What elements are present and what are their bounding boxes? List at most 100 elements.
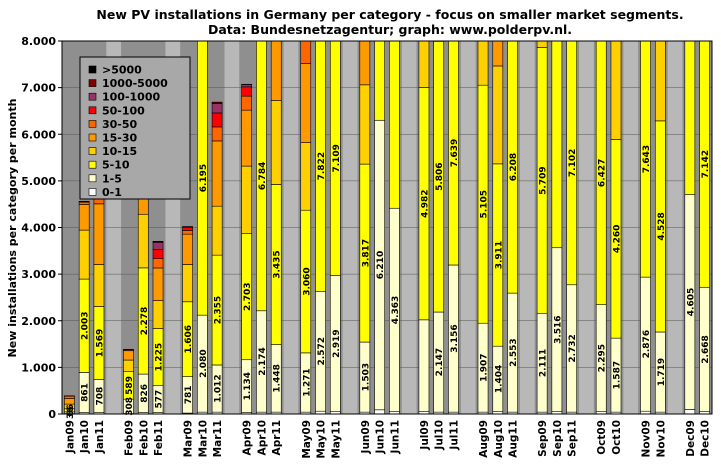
value-label: 1.503 xyxy=(361,363,371,391)
legend-box xyxy=(79,56,191,200)
value-label: 2.355 xyxy=(214,296,224,324)
value-label: 826 xyxy=(140,384,150,403)
x-tick-label: Aug10 xyxy=(493,420,505,458)
legend-label: 50-100 xyxy=(102,104,145,117)
plot-border xyxy=(61,40,713,415)
value-label: 2.111 xyxy=(539,349,549,377)
value-label: 4.363 xyxy=(391,296,401,324)
legend-label: >5000 xyxy=(102,64,142,77)
bar-segment xyxy=(493,2,503,3)
value-label: 1.569 xyxy=(95,329,105,357)
legend-label: 1-5 xyxy=(102,172,122,185)
value-label: 2.080 xyxy=(199,349,209,377)
value-label: 7.639 xyxy=(450,139,460,167)
bar-segment xyxy=(78,229,90,280)
x-tick-label: May09 xyxy=(301,420,313,459)
bar-segment xyxy=(610,41,622,140)
value-label: 7.142 xyxy=(701,150,711,178)
bar-segment xyxy=(93,264,105,307)
bar-segment xyxy=(536,41,548,48)
value-label: 5.709 xyxy=(539,166,549,194)
value-label: 2.572 xyxy=(317,337,327,365)
bar-segment xyxy=(493,3,503,5)
legend-swatch xyxy=(88,160,97,169)
bar-segment xyxy=(152,249,164,259)
bar-segment xyxy=(182,233,193,265)
value-label: 7.822 xyxy=(317,152,327,180)
x-tick-label: Jun10 xyxy=(375,420,387,454)
bar-segment xyxy=(551,41,563,249)
x-tick-label: Sep10 xyxy=(552,420,564,457)
bar-segment xyxy=(197,0,207,3)
chart-subtitle: Data: Bundesnetzagentur; graph: www.pold… xyxy=(208,22,572,37)
value-label: 3.435 xyxy=(273,250,283,278)
bar-segment xyxy=(270,41,282,101)
x-tick-label: Apr10 xyxy=(256,420,268,455)
x-tick-label: Feb11 xyxy=(153,420,165,456)
value-label: 1.907 xyxy=(480,353,490,381)
x-tick-label: May11 xyxy=(330,420,342,459)
legend-swatch xyxy=(88,79,97,87)
value-label: 4.605 xyxy=(686,288,696,316)
bar-segment xyxy=(685,0,695,8)
value-label: 3.156 xyxy=(450,324,460,352)
value-label: 6.195 xyxy=(199,164,209,192)
value-label: 2.295 xyxy=(598,344,608,372)
legend-label: 0-1 xyxy=(102,186,122,199)
bar-segment xyxy=(211,103,223,114)
bar-segment xyxy=(241,86,252,97)
bar-segment xyxy=(611,2,621,4)
value-label: 4.982 xyxy=(420,189,430,217)
bar-segment xyxy=(182,227,193,231)
legend-label: 30-50 xyxy=(102,118,138,131)
x-tick-label: Sep11 xyxy=(567,420,579,457)
value-label: 1.225 xyxy=(155,343,165,371)
value-label: 2.668 xyxy=(701,335,711,363)
bar-segment xyxy=(270,100,282,185)
bar-segment xyxy=(611,1,621,2)
bar-segment xyxy=(595,41,607,305)
value-label: 4.528 xyxy=(657,212,667,240)
x-tick-label: Jan10 xyxy=(79,420,91,454)
legend-label: 15-30 xyxy=(102,132,138,145)
x-tick-label: Oct09 xyxy=(596,420,608,455)
value-label: 7.102 xyxy=(568,149,578,177)
value-label: 2.876 xyxy=(642,330,652,358)
value-label: 5.105 xyxy=(480,190,490,218)
value-label: 36 xyxy=(66,406,76,419)
value-label: 3.516 xyxy=(553,315,563,343)
bar-segment xyxy=(418,319,430,412)
legend-swatch xyxy=(88,106,97,115)
value-label: 1.587 xyxy=(612,361,622,389)
x-tick-label: Nov09 xyxy=(641,420,653,457)
y-tick-label: 3.000 xyxy=(21,268,56,281)
bar-segment xyxy=(699,41,710,288)
bar-segment xyxy=(78,201,90,205)
legend-swatch xyxy=(88,120,97,128)
value-label: 66 xyxy=(66,404,76,417)
x-tick-label: Jul09 xyxy=(419,420,431,451)
x-tick-label: Nov10 xyxy=(655,420,667,457)
bar-segment xyxy=(64,398,75,405)
bar-segment xyxy=(315,41,326,292)
value-label: 2.174 xyxy=(258,347,268,375)
legend-swatch xyxy=(88,133,97,142)
bar-segment xyxy=(359,84,371,165)
value-label: 2.553 xyxy=(509,338,519,366)
bar-segment xyxy=(137,213,149,269)
y-tick-label: 0 xyxy=(48,408,56,421)
value-label: 7.109 xyxy=(332,144,342,172)
x-tick-label: Mar09 xyxy=(183,420,195,457)
bar-segment xyxy=(418,41,430,88)
y-tick-label: 5.000 xyxy=(21,175,56,188)
bar-segment xyxy=(241,109,252,167)
value-label: 3.817 xyxy=(361,239,371,267)
value-label: 589 xyxy=(125,376,135,395)
bar-segment xyxy=(211,126,223,142)
y-axis-label: New installations per category per month xyxy=(6,99,19,358)
bar-segment xyxy=(211,112,223,128)
bar-segment xyxy=(478,0,488,1)
bar-segment xyxy=(329,41,341,276)
bar-segment xyxy=(123,350,134,361)
bar-segment xyxy=(640,41,651,278)
